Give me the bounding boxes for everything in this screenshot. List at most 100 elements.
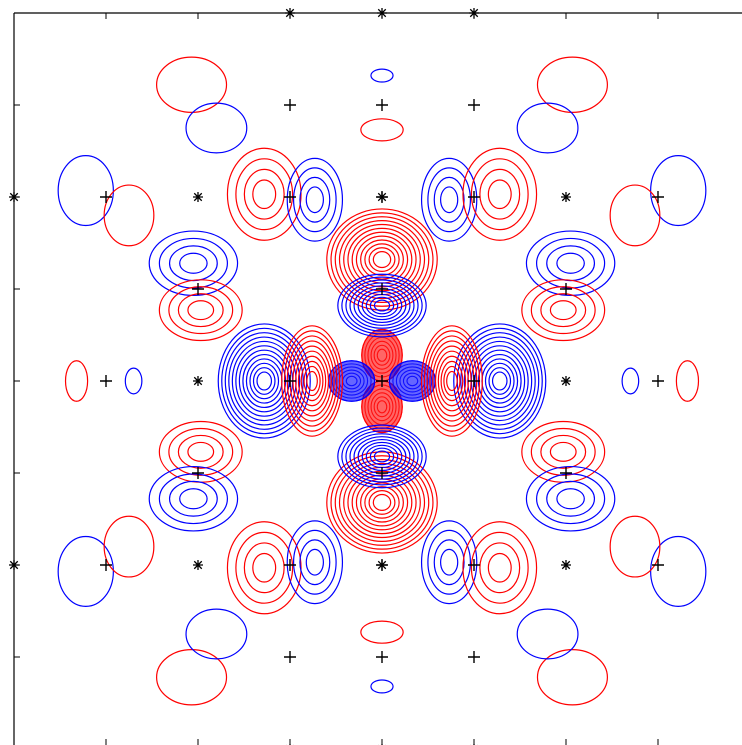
contour-line: [226, 521, 302, 615]
positive-lobe: [609, 184, 661, 247]
contour-line: [299, 176, 331, 223]
negative-lobe: [286, 157, 344, 242]
positive-lobe: [360, 118, 404, 142]
negative-lobe: [286, 520, 344, 605]
contour-line: [373, 396, 391, 418]
contour-line: [292, 529, 337, 595]
contour-line: [440, 360, 464, 402]
contour-line: [484, 362, 515, 400]
positive-lobe: [326, 451, 438, 554]
contour-line: [243, 168, 285, 220]
contour-line: [185, 102, 248, 154]
contour-line: [252, 179, 277, 210]
contour-line: [345, 279, 419, 332]
contour-line: [292, 167, 337, 233]
contour-line: [326, 208, 438, 311]
plus-marker: [284, 191, 296, 203]
contour-line: [185, 608, 248, 660]
contour-line: [224, 332, 304, 430]
contour-line: [376, 348, 388, 362]
plus-marker: [376, 375, 388, 387]
contour-line: [124, 367, 143, 395]
negative-lobe: [148, 230, 239, 297]
contour-line: [470, 531, 529, 604]
contour-line: [609, 515, 661, 578]
plus-marker: [652, 559, 664, 571]
contour-line: [177, 293, 224, 328]
contour-line: [235, 531, 294, 604]
contour-line: [369, 296, 395, 315]
positive-lobe: [536, 649, 608, 706]
plus-marker: [376, 283, 388, 295]
plus-marker: [284, 375, 296, 387]
contour-line: [521, 279, 606, 342]
contour-line: [57, 535, 114, 607]
contour-line: [440, 186, 459, 214]
plus-marker: [376, 651, 388, 663]
plus-marker: [376, 99, 388, 111]
contour-line: [487, 552, 512, 583]
contour-line: [675, 360, 700, 402]
contour-line: [252, 552, 277, 583]
negative-lobe: [57, 535, 114, 607]
contour-line: [64, 360, 89, 402]
contour-line: [460, 332, 540, 430]
contour-line: [535, 473, 606, 525]
contour-line: [103, 184, 155, 247]
contour-line: [530, 427, 596, 476]
positive-lobe: [360, 620, 404, 644]
contour-line: [349, 282, 415, 329]
contour-line: [549, 441, 577, 462]
contour-line: [187, 300, 215, 321]
negative-lobe: [328, 360, 376, 402]
positive-lobe: [103, 515, 155, 578]
plus-marker: [468, 99, 480, 111]
positive-lobe: [226, 521, 302, 615]
negative-lobe: [525, 465, 616, 532]
contour-line: [420, 520, 478, 605]
contour-line: [479, 542, 521, 594]
contour-line: [156, 649, 228, 706]
contour-line: [243, 542, 285, 594]
contour-line: [286, 520, 344, 605]
contour-line: [488, 367, 512, 395]
contour-line: [491, 371, 508, 391]
contour-line: [373, 344, 391, 366]
plus-marker: [192, 283, 204, 295]
contour-line: [433, 176, 465, 223]
negative-lobe: [650, 155, 707, 227]
contour-line: [57, 155, 114, 227]
contour-line: [463, 336, 536, 426]
contour-line: [453, 323, 547, 439]
contour-line: [535, 237, 606, 289]
positive-lobe: [156, 649, 228, 706]
plus-marker: [560, 467, 572, 479]
negative-lobe: [185, 608, 248, 660]
negative-lobe: [420, 520, 478, 605]
contour-line: [226, 147, 302, 241]
contour-line: [341, 276, 423, 335]
negative-lobe: [124, 367, 143, 395]
contour-line: [286, 157, 344, 242]
contour-line: [427, 167, 472, 233]
contour-line: [177, 434, 224, 469]
positive-lobe: [361, 328, 403, 382]
positive-lobe: [64, 360, 89, 402]
contour-line: [556, 488, 585, 510]
contour-line: [338, 462, 426, 543]
contour-line: [168, 286, 234, 335]
contour-line: [337, 273, 427, 338]
contour-line: [370, 679, 394, 694]
negative-lobe: [370, 679, 394, 694]
contour-line: [621, 367, 640, 395]
contour-line: [516, 102, 579, 154]
contour-line: [536, 649, 608, 706]
contour-line: [540, 293, 587, 328]
contour-line: [470, 158, 529, 231]
plus-marker: [284, 651, 296, 663]
negative-lobe: [621, 367, 640, 395]
contour-line: [376, 400, 388, 414]
contour-line: [156, 56, 228, 113]
contour-line: [372, 493, 392, 511]
negative-lobe: [516, 608, 579, 660]
